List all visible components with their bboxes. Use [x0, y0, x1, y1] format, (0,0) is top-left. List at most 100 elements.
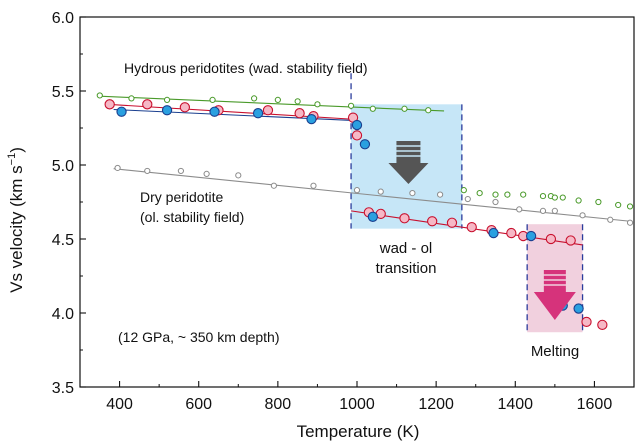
point-2-4	[262, 105, 274, 116]
point-0-20	[559, 194, 566, 201]
point-1-13	[516, 206, 523, 213]
point-1-12	[492, 198, 499, 206]
point-3-6	[359, 139, 371, 150]
point-3-9	[525, 230, 537, 242]
y-tick-label-1: 4.0	[52, 306, 74, 323]
point-1-3	[203, 170, 210, 177]
point-1-15	[551, 207, 558, 214]
point-0-13	[476, 190, 483, 197]
annotation-melting: Melting	[531, 343, 579, 360]
point-2-13	[446, 217, 458, 228]
annotation-dry-line1: Dry peridotite	[140, 189, 223, 205]
point-3-4	[306, 113, 317, 125]
point-1-1	[144, 167, 151, 175]
point-2-5	[294, 108, 305, 119]
point-1-10	[437, 191, 444, 198]
point-2-2	[179, 102, 191, 113]
point-0-7	[314, 101, 321, 108]
x-tick-label-3: 1000	[339, 396, 375, 413]
y-tick-label-2: 4.5	[52, 232, 74, 249]
axes: 400 600 800 1000 1200 1400 1600 3.5 4.0 4.5 5.0 5.5…	[52, 10, 635, 413]
point-1-4	[235, 172, 242, 179]
point-1-16	[579, 212, 586, 219]
point-2-18	[545, 233, 557, 245]
x-tick-label-4: 1200	[418, 396, 454, 413]
point-0-23	[615, 201, 622, 209]
gray-down-arrow	[388, 141, 429, 184]
point-2-16	[506, 227, 517, 239]
point-2-19	[565, 235, 576, 246]
y-axis-title: Vs velocity (km s−1)	[6, 147, 26, 293]
point-0-1	[128, 95, 135, 102]
fit-line-3-0	[113, 108, 356, 122]
point-1-8	[377, 188, 384, 195]
point-3-8	[488, 227, 499, 239]
point-1-14	[539, 207, 547, 214]
x-tick-label-2: 800	[265, 396, 292, 413]
point-3-12	[573, 303, 584, 314]
y-tick-label-5: 6.0	[52, 10, 74, 27]
point-1-5	[270, 182, 277, 189]
pink-down-arrow	[533, 270, 576, 320]
x-tick-label-0: 400	[106, 396, 133, 413]
point-0-6	[294, 98, 301, 105]
point-1-2	[177, 167, 185, 175]
annotation-wad-ol-2: transition	[376, 260, 437, 277]
point-3-2	[209, 106, 220, 117]
x-tick-label-1: 600	[185, 396, 212, 413]
point-1-6	[310, 182, 317, 189]
point-0-16	[520, 191, 527, 198]
point-0-22	[595, 198, 602, 206]
point-2-20	[581, 316, 592, 328]
point-0-19	[551, 194, 558, 201]
point-0-11	[425, 107, 432, 114]
point-1-11	[464, 195, 471, 203]
y-axis-title-main: Vs velocity (km s	[7, 165, 26, 293]
point-1-18	[626, 219, 634, 226]
y-tick-label-4: 5.5	[52, 84, 74, 101]
point-0-2	[163, 96, 171, 103]
point-0-21	[575, 197, 582, 204]
point-3-1	[161, 105, 173, 116]
point-0-24	[626, 203, 634, 210]
annotation-condition: (12 GPa, ~ 350 km depth)	[118, 329, 279, 345]
x-axis-title: Temperature (K)	[297, 422, 420, 441]
point-0-8	[347, 102, 355, 109]
point-3-3	[252, 108, 264, 119]
point-3-7	[367, 211, 378, 222]
point-1-7	[353, 187, 361, 194]
point-0-5	[274, 96, 281, 103]
point-1-9	[409, 190, 416, 197]
point-0-15	[504, 191, 511, 198]
point-2-8	[351, 130, 363, 141]
point-0-10	[401, 105, 408, 112]
x-tick-label-5: 1400	[497, 396, 533, 413]
y-tick-label-3: 5.0	[52, 158, 74, 175]
point-2-1	[142, 99, 153, 110]
point-0-3	[209, 96, 216, 103]
point-0-14	[492, 191, 499, 198]
point-1-17	[607, 216, 614, 223]
point-0-12	[460, 187, 467, 194]
point-2-21	[597, 319, 608, 330]
arrows	[388, 141, 576, 320]
point-2-14	[466, 222, 477, 233]
point-0-0	[96, 92, 103, 99]
annotation-wad-ol-1: wad - ol	[379, 240, 433, 257]
point-0-17	[539, 192, 547, 200]
y-axis-title-sup: −1	[6, 153, 18, 166]
y-axis-title-close: )	[7, 147, 26, 153]
point-2-12	[427, 216, 438, 227]
annotation-hydrous: Hydrous peridotites (wad. stability fiel…	[124, 60, 368, 76]
annotation-dry-line2: (ol. stability field)	[140, 209, 244, 225]
point-2-11	[399, 213, 410, 224]
point-2-0	[104, 99, 115, 110]
y-tick-label-0: 3.5	[52, 380, 74, 397]
fit-line-0-0	[99, 95, 445, 112]
point-1-0	[114, 164, 121, 172]
point-3-5	[351, 119, 363, 131]
x-tick-label-6: 1600	[577, 396, 613, 413]
point-3-0	[116, 106, 127, 117]
point-0-9	[369, 105, 376, 112]
